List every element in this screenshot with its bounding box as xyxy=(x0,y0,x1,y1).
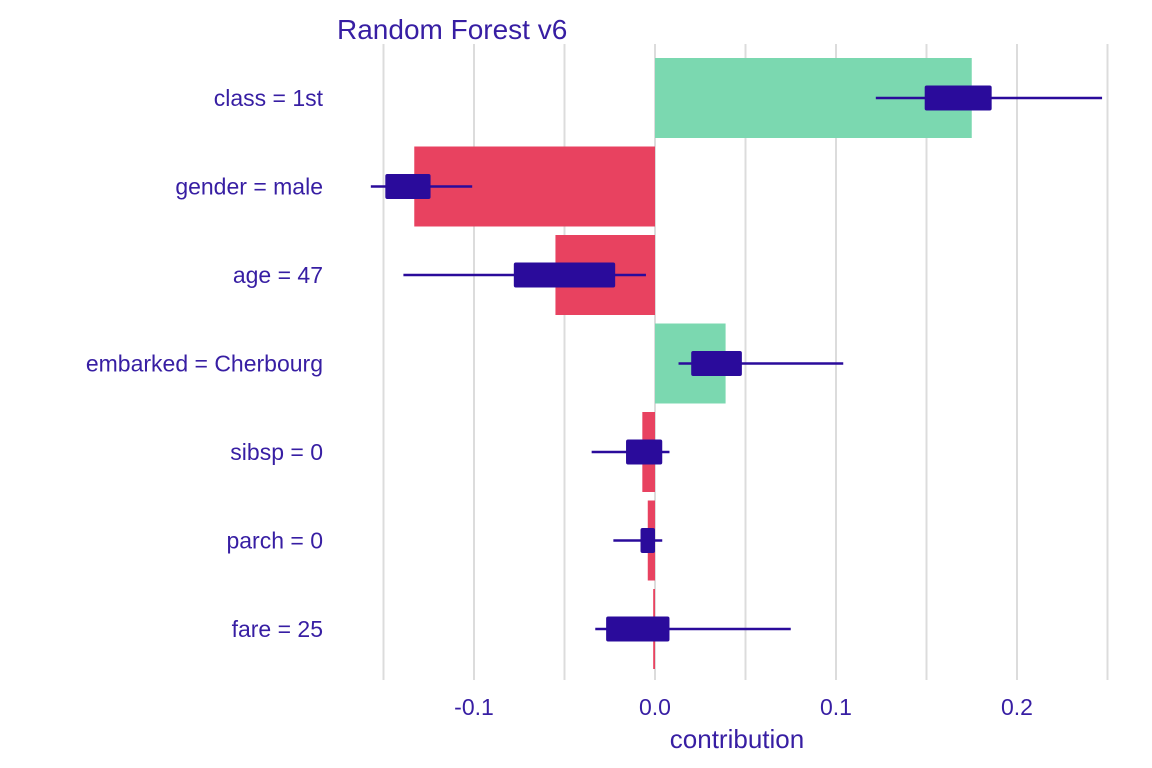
x-tick-label: 0.0 xyxy=(639,694,671,720)
x-axis-ticks: -0.1 0.0 0.1 0.2 xyxy=(454,694,1033,720)
y-axis-label: gender = male xyxy=(175,174,323,200)
boxplots xyxy=(370,85,1103,642)
y-axis-label: sibsp = 0 xyxy=(230,439,323,465)
y-axis-label: age = 47 xyxy=(233,262,323,288)
x-tick-label: 0.1 xyxy=(820,694,852,720)
chart-title: Random Forest v6 xyxy=(337,14,567,45)
boxplot-box xyxy=(513,262,616,288)
y-axis-label: class = 1st xyxy=(214,85,324,111)
y-axis-label: fare = 25 xyxy=(232,616,323,642)
gridlines xyxy=(382,44,1109,680)
x-tick-label: -0.1 xyxy=(454,694,494,720)
x-axis-title: contribution xyxy=(670,724,804,754)
boxplot-box xyxy=(640,528,655,553)
boxplot-box xyxy=(385,174,431,199)
y-axis-label: parch = 0 xyxy=(226,528,323,554)
y-axis-labels: class = 1st gender = male age = 47 embarked… xyxy=(86,85,324,642)
x-tick-label: 0.2 xyxy=(1001,694,1033,720)
boxplot-box xyxy=(691,351,742,376)
y-axis-label: embarked = Cherbourg xyxy=(86,351,323,377)
boxplot-box xyxy=(924,85,992,111)
boxplot-box xyxy=(626,439,663,465)
boxplot-box xyxy=(606,616,670,642)
